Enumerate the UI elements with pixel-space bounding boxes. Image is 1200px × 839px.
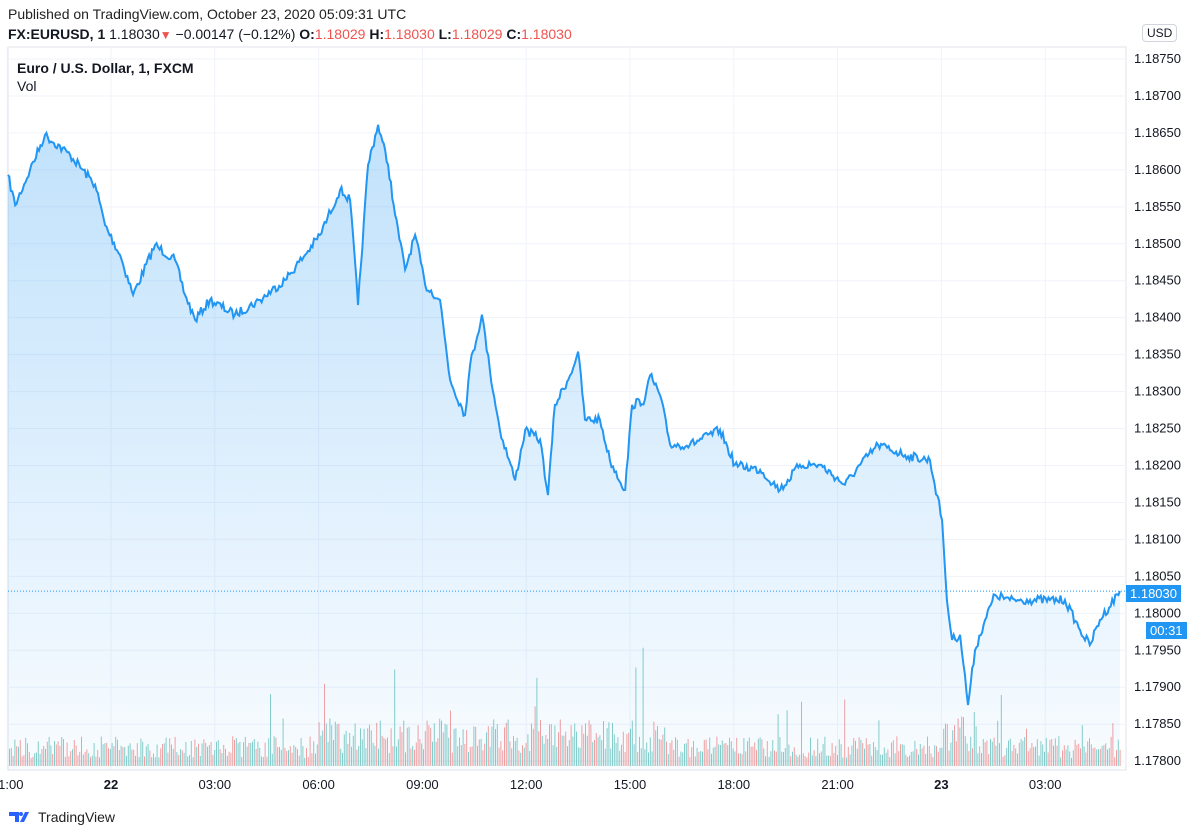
x-tick-label: 22 (104, 777, 118, 792)
y-tick-label: 1.18600 (1134, 162, 1181, 177)
low-label: L: (438, 26, 452, 42)
brand-logo[interactable]: TradingView (8, 809, 115, 825)
symbol-name: FX:EURUSD, 1 (8, 26, 106, 42)
x-tick-label: 06:00 (302, 777, 335, 792)
y-tick-label: 1.18150 (1134, 494, 1181, 509)
y-tick-label: 1.18400 (1134, 310, 1181, 325)
high-value: 1.18030 (384, 26, 435, 42)
published-info: Published on TradingView.com, October 23… (8, 6, 407, 22)
y-tick-label: 1.17900 (1134, 679, 1181, 694)
price-area (7, 124, 1120, 771)
x-tick-label: 21:00 (0, 777, 23, 792)
price-change: −0.00147 (−0.12%) (175, 26, 296, 42)
y-tick-label: 1.18700 (1134, 88, 1181, 103)
currency-button[interactable]: USD (1142, 24, 1178, 42)
open-label: O: (299, 26, 315, 42)
y-tick-label: 1.17950 (1134, 642, 1181, 657)
y-tick-label: 1.18450 (1134, 273, 1181, 288)
y-tick-label: 1.18750 (1134, 51, 1181, 66)
y-tick-label: 1.18250 (1134, 421, 1181, 436)
price-line (7, 124, 1121, 706)
y-tick-label: 1.17800 (1134, 753, 1181, 768)
x-tick-label: 15:00 (614, 777, 647, 792)
down-triangle-icon: ▼ (159, 28, 172, 42)
y-tick-label: 1.18550 (1134, 199, 1181, 214)
volume-bar (1119, 749, 1121, 766)
y-tick-label: 1.18000 (1134, 605, 1181, 620)
high-label: H: (369, 26, 385, 42)
y-tick-label: 1.18500 (1134, 236, 1181, 251)
brand-name: TradingView (38, 809, 116, 825)
low-value: 1.18029 (451, 26, 503, 42)
y-tick-label: 1.18300 (1134, 384, 1181, 399)
x-tick-label: 12:00 (510, 777, 543, 792)
open-value: 1.18029 (314, 26, 366, 42)
x-tick-label: 23 (934, 777, 948, 792)
x-tick-label: 03:00 (199, 777, 232, 792)
close-label: C: (506, 26, 522, 42)
y-tick-label: 1.18650 (1134, 125, 1181, 140)
close-value: 1.18030 (521, 26, 572, 42)
y-tick-label: 1.17850 (1134, 716, 1181, 731)
y-tick-label: 1.18100 (1134, 531, 1181, 546)
y-tick-label: 1.18050 (1134, 568, 1181, 583)
y-tick-label: 1.18200 (1134, 458, 1181, 473)
last-price-tag: 1.18030 (1126, 585, 1181, 603)
y-tick-label: 1.18350 (1134, 347, 1181, 362)
symbol-header: FX:EURUSD, 1 1.18030▼ −0.00147 (−0.12%) … (8, 26, 572, 42)
tradingview-logo-icon (9, 812, 29, 822)
x-tick-label: 09:00 (406, 777, 439, 792)
countdown-tag: 00:31 (1146, 622, 1187, 640)
x-tick-label: 03:00 (1029, 777, 1062, 792)
last-price: 1.18030 (109, 26, 160, 42)
series-legend: Euro / U.S. Dollar, 1, FXCM (17, 60, 194, 76)
x-tick-label: 18:00 (718, 777, 751, 792)
x-tick-label: 21:00 (821, 777, 854, 792)
volume-legend: Vol (17, 78, 37, 94)
